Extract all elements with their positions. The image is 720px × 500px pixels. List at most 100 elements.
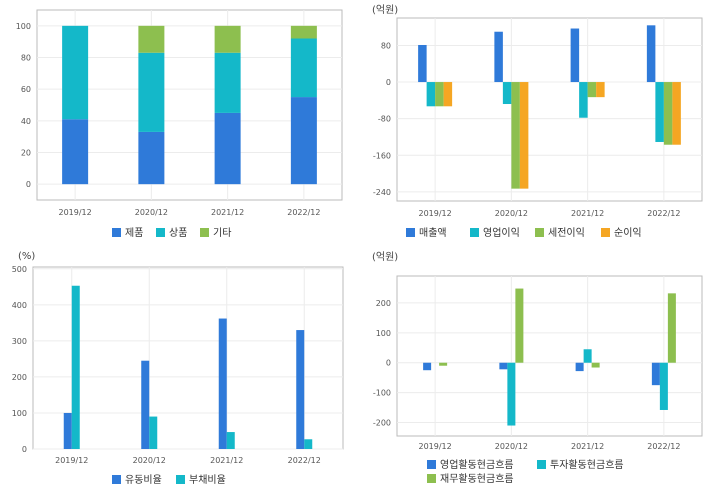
bar xyxy=(149,417,157,449)
bar xyxy=(435,82,444,106)
y-tick-label: 80 xyxy=(21,54,31,63)
bar-segment xyxy=(215,113,241,184)
bar xyxy=(427,82,436,106)
y-tick-label: 100 xyxy=(12,409,27,418)
y-tick-label: -100 xyxy=(373,389,391,398)
bar-segment xyxy=(62,26,88,119)
bar xyxy=(664,82,673,145)
y-tick-label: 100 xyxy=(16,22,31,31)
bar-segment xyxy=(62,119,88,184)
bar-segment xyxy=(291,97,317,184)
unit-label: (억원) xyxy=(372,4,398,16)
bar xyxy=(227,432,235,449)
legend-label: 제품 xyxy=(125,227,143,239)
y-tick-label: 100 xyxy=(376,329,391,338)
legend-swatch xyxy=(427,460,436,469)
x-tick-label: 2021/12 xyxy=(211,208,244,217)
bar xyxy=(304,439,312,449)
bar xyxy=(655,82,664,142)
bar-segment xyxy=(215,26,241,53)
y-tick-label: 400 xyxy=(12,301,27,310)
bar xyxy=(668,293,676,362)
y-tick-label: 0 xyxy=(386,359,391,368)
bar xyxy=(588,82,597,97)
x-tick-label: 2019/12 xyxy=(419,209,452,218)
bar xyxy=(576,363,584,371)
y-tick-label: -160 xyxy=(373,151,391,160)
bar xyxy=(647,25,656,82)
x-tick-label: 2021/12 xyxy=(571,442,604,451)
legend-label: 부채비율 xyxy=(189,474,226,486)
bar xyxy=(507,363,515,426)
bar xyxy=(503,82,512,104)
legend-label: 투자활동현금흐름 xyxy=(550,458,624,471)
legend-label: 영업활동현금흐름 xyxy=(440,458,514,471)
x-tick-label: 2022/12 xyxy=(647,209,680,218)
y-tick-label: 0 xyxy=(26,180,31,189)
x-tick-label: 2021/12 xyxy=(571,209,604,218)
x-tick-label: 2021/12 xyxy=(210,456,243,465)
legend-swatch xyxy=(112,475,121,484)
legend-label: 재무활동현금흐름 xyxy=(440,472,514,485)
bar xyxy=(592,363,600,368)
y-tick-label: 300 xyxy=(12,337,27,346)
bar-segment xyxy=(291,39,317,98)
legend-swatch xyxy=(156,228,165,237)
legend-swatch xyxy=(535,228,544,237)
bar xyxy=(494,32,503,82)
bar xyxy=(423,363,431,370)
bar-segment xyxy=(138,132,164,184)
bar xyxy=(141,361,149,449)
y-tick-label: 200 xyxy=(376,299,391,308)
bar-segment xyxy=(215,53,241,113)
y-tick-label: 0 xyxy=(386,78,391,87)
legend-swatch xyxy=(406,228,415,237)
bar xyxy=(596,82,605,97)
bar xyxy=(515,289,523,363)
x-tick-label: 2022/12 xyxy=(288,456,321,465)
x-tick-label: 2019/12 xyxy=(55,456,88,465)
legend-label: 상품 xyxy=(169,227,187,239)
unit-label: (억원) xyxy=(372,251,398,263)
legend-swatch xyxy=(537,460,546,469)
x-tick-label: 2019/12 xyxy=(59,208,92,217)
legend-swatch xyxy=(176,475,185,484)
legend-label: 영업이익 xyxy=(483,226,520,239)
bar xyxy=(652,363,660,385)
bar xyxy=(520,82,529,189)
bar xyxy=(219,319,227,449)
legend-swatch xyxy=(470,228,479,237)
bar xyxy=(511,82,520,189)
bar xyxy=(72,286,80,449)
y-tick-label: -80 xyxy=(378,115,391,124)
legend-label: 순이익 xyxy=(614,227,642,239)
y-tick-label: 80 xyxy=(381,41,391,50)
bar xyxy=(571,29,580,83)
legend-swatch xyxy=(427,474,436,483)
bar xyxy=(579,82,588,118)
y-tick-label: 200 xyxy=(12,373,27,382)
bar xyxy=(64,413,72,449)
legend-swatch xyxy=(200,228,209,237)
y-tick-label: 0 xyxy=(22,445,27,454)
y-tick-label: -240 xyxy=(373,188,391,197)
bar-segment xyxy=(138,26,164,53)
bar-segment xyxy=(138,53,164,132)
y-tick-label: -200 xyxy=(373,419,391,428)
legend-label: 유동비율 xyxy=(125,474,162,486)
legend-swatch xyxy=(601,228,610,237)
bar xyxy=(584,349,592,362)
y-tick-label: 40 xyxy=(21,117,31,126)
bar xyxy=(660,363,668,410)
unit-label: (%) xyxy=(18,251,35,262)
y-tick-label: 60 xyxy=(21,85,31,94)
bar-segment xyxy=(291,26,317,39)
y-tick-label: 20 xyxy=(21,149,31,158)
bar xyxy=(499,363,507,370)
bar xyxy=(439,363,447,366)
